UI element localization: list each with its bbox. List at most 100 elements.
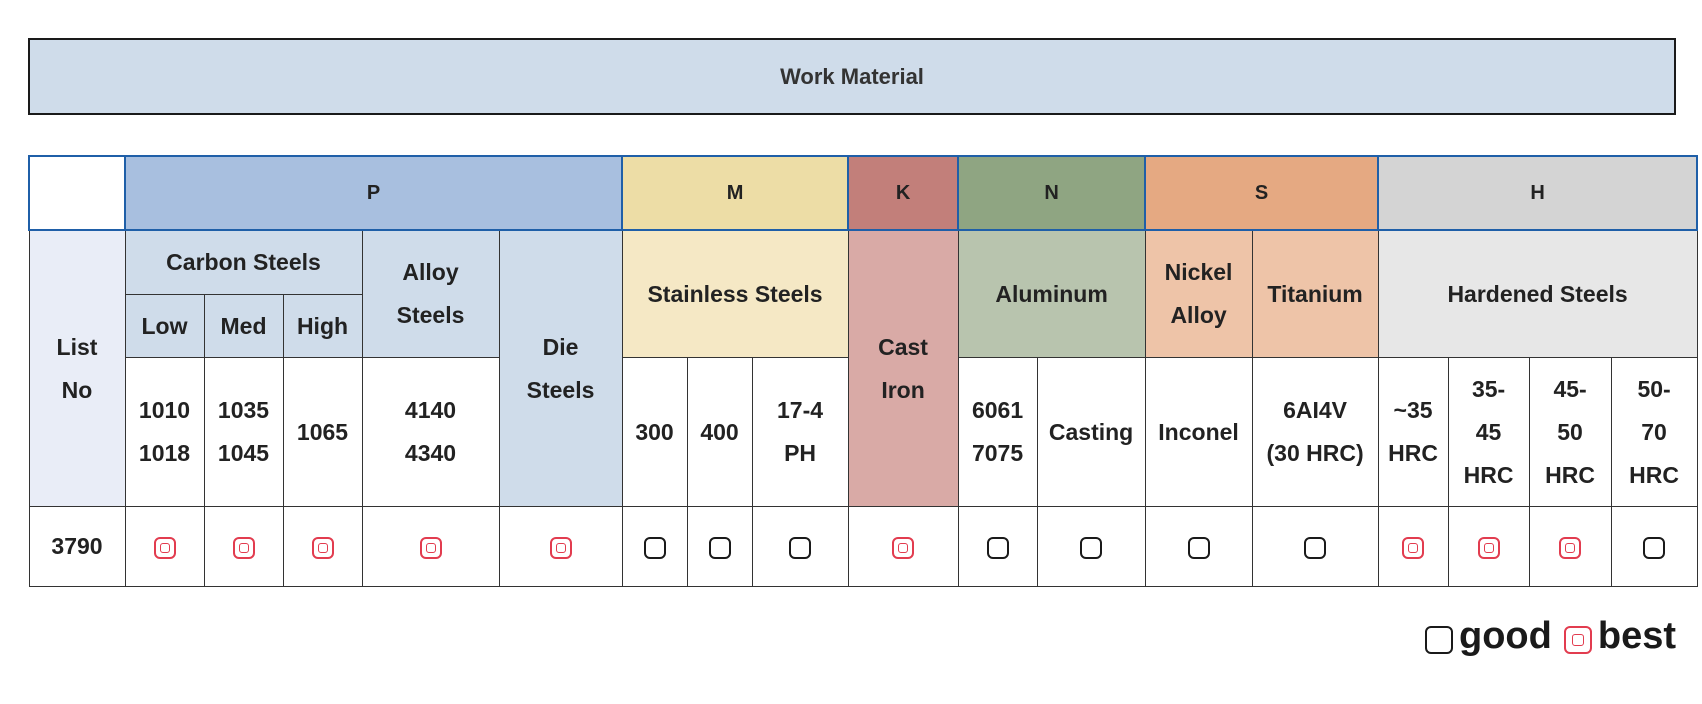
spec-low: 1010 1018 <box>124 357 205 507</box>
good-icon <box>643 536 666 559</box>
rating-cell <box>751 506 849 587</box>
best-icon <box>1559 536 1582 559</box>
rating-cell <box>361 506 500 587</box>
spec-h3545-3: HRC <box>1463 461 1514 488</box>
best-icon <box>549 536 572 559</box>
alloy-steels-header: Alloy Steels <box>361 229 500 358</box>
rating-cell <box>1144 506 1253 587</box>
spec-al-1: 6061 <box>971 397 1024 423</box>
spec-ss300: 300 <box>621 357 688 507</box>
group-k: K <box>847 155 960 231</box>
spec-low-1: 1010 <box>138 397 191 423</box>
spec-high: 1065 <box>282 357 363 507</box>
rating-cell <box>498 506 623 587</box>
spec-nickel: Inconel <box>1144 357 1253 507</box>
category-row: List No Carbon Steels Alloy Steels Die S… <box>28 229 1698 507</box>
med-header: Med <box>203 294 284 358</box>
cast-iron-header: Cast Iron <box>847 229 959 507</box>
rating-cell <box>957 506 1038 587</box>
spec-h3545-2: 45 <box>1475 418 1502 445</box>
group-h: H <box>1377 155 1699 231</box>
spec-al-casting: Casting <box>1036 357 1146 507</box>
spec-al-grades: 6061 7075 <box>957 357 1038 507</box>
spec-titanium: 6AI4V (30 HRC) <box>1251 357 1379 507</box>
list-no-line2: No <box>61 376 93 403</box>
rating-cell <box>1528 506 1612 587</box>
group-m: M <box>621 155 850 231</box>
stainless-steels-header: Stainless Steels <box>621 229 849 358</box>
best-icon <box>1563 625 1592 654</box>
legend-best-label: best <box>1597 615 1676 657</box>
spec-h5070: 50- 70 HRC <box>1610 357 1698 507</box>
group-row: P M K N S H <box>28 155 1699 231</box>
cast-line1: Cast <box>878 333 928 360</box>
low-header: Low <box>124 294 205 358</box>
legend-good-label: good <box>1459 615 1552 657</box>
spec-h4550: 45- 50 HRC <box>1528 357 1612 507</box>
good-icon <box>1643 536 1666 559</box>
table-row: 3790 <box>28 506 1698 587</box>
group-p: P <box>123 155 624 231</box>
good-icon <box>1080 536 1103 559</box>
rating-cell <box>847 506 959 587</box>
spec-alloy-1: 4140 <box>404 397 457 423</box>
spec-alloy-2: 4340 <box>404 440 457 466</box>
spec-h3545: 35- 45 HRC <box>1447 357 1530 507</box>
spec-h35: ~35 HRC <box>1377 357 1449 507</box>
spec-med-1: 1035 <box>217 397 270 423</box>
spec-h5070-2: 70 <box>1641 418 1667 445</box>
list-no-line1: List <box>56 333 98 360</box>
spec-low-2: 1018 <box>138 440 191 466</box>
hardened-steels-header: Hardened Steels <box>1377 229 1698 358</box>
titanium-header: Titanium <box>1251 229 1379 358</box>
best-icon <box>892 536 915 559</box>
rating-cell <box>282 506 363 587</box>
good-icon <box>986 536 1009 559</box>
best-icon <box>232 536 255 559</box>
spec-alloy: 4140 4340 <box>361 357 500 507</box>
group-s: S <box>1144 155 1380 231</box>
good-icon <box>789 536 812 559</box>
rating-cell <box>1036 506 1146 587</box>
spec-ss174: 17-4 PH <box>751 357 849 507</box>
legend: good best <box>1425 615 1676 658</box>
high-header: High <box>282 294 363 358</box>
rating-cell <box>124 506 205 587</box>
best-icon <box>1477 536 1500 559</box>
nickel-alloy-header: Nickel Alloy <box>1144 229 1253 358</box>
best-icon <box>153 536 176 559</box>
spec-h4550-2: 50 <box>1557 418 1583 445</box>
spec-al-2: 7075 <box>971 440 1024 466</box>
spec-med-2: 1045 <box>217 440 270 466</box>
best-icon <box>419 536 442 559</box>
rating-cell <box>686 506 753 587</box>
spec-h4550-1: 45- <box>1553 375 1587 402</box>
rating-cell <box>1377 506 1449 587</box>
spec-h4550-3: HRC <box>1545 461 1595 488</box>
corner-cell <box>28 155 126 231</box>
carbon-steels-header: Carbon Steels <box>124 229 363 295</box>
nickel-line2: Alloy <box>1170 302 1227 328</box>
rating-cell <box>1610 506 1698 587</box>
spec-ss400: 400 <box>686 357 753 507</box>
die-line2: Steels <box>526 376 595 403</box>
spec-ss174-2: PH <box>784 440 817 466</box>
group-n: N <box>957 155 1147 231</box>
cast-line2: Iron <box>881 376 925 403</box>
aluminum-header: Aluminum <box>957 229 1146 358</box>
list-no-cell: 3790 <box>28 506 126 587</box>
material-table: P M K N S H List No Carbon Steels Alloy … <box>28 155 1699 587</box>
rating-cell <box>1251 506 1379 587</box>
good-icon <box>1187 536 1210 559</box>
spec-row: 1010 1018 1035 1045 1065 4140 4340 300 4… <box>29 357 1698 507</box>
work-material-title: Work Material <box>28 38 1676 115</box>
list-no-header: List No <box>28 229 126 507</box>
spec-h35-2: HRC <box>1388 440 1438 466</box>
spec-ti-1: 6AI4V <box>1283 397 1348 423</box>
good-icon <box>708 536 731 559</box>
spec-med: 1035 1045 <box>203 357 284 507</box>
rating-cell <box>1447 506 1530 587</box>
rating-cell <box>621 506 688 587</box>
good-icon <box>1304 536 1327 559</box>
spec-ss174-1: 17-4 <box>777 397 824 423</box>
